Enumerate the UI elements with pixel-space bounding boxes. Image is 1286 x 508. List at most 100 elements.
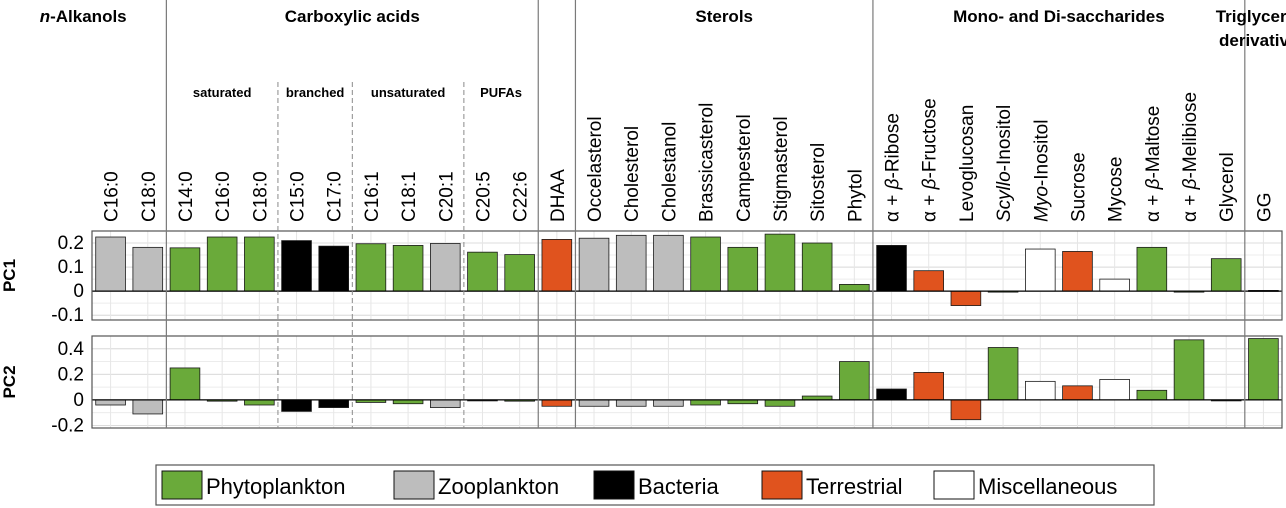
legend-label: Miscellaneous bbox=[978, 474, 1117, 499]
bar-pc2 bbox=[1025, 380, 1056, 401]
bar-pc2 bbox=[913, 372, 944, 401]
category-label: C18:0 bbox=[139, 171, 160, 222]
category-label: α + β-Fructose bbox=[920, 98, 941, 222]
bar-pc2 bbox=[615, 399, 647, 407]
panel-pc2: -0.2 0 0.2 0.4 PC2 bbox=[0, 335, 1283, 436]
y-tick-label: 0.2 bbox=[58, 364, 84, 385]
bar-pc1 bbox=[801, 242, 833, 292]
bar-pc1 bbox=[764, 233, 796, 292]
bar-pc1 bbox=[541, 239, 573, 292]
group-label: Triglyceride bbox=[1216, 7, 1286, 26]
bar-pc1 bbox=[355, 243, 387, 292]
category-label: Scyllo-Inositol bbox=[994, 105, 1015, 222]
subgroup-label: branched bbox=[286, 85, 345, 100]
legend-label: Phytoplankton bbox=[206, 474, 345, 499]
bar-pc1 bbox=[504, 254, 535, 292]
y-axis-label: PC2 bbox=[0, 365, 19, 398]
legend-label: Terrestrial bbox=[806, 474, 903, 499]
y-tick-label: 0.2 bbox=[58, 233, 84, 254]
bar-pc1 bbox=[1210, 258, 1242, 292]
bar-pc1 bbox=[1099, 278, 1130, 292]
bar-pc1 bbox=[615, 234, 647, 292]
category-label: Cholesterol bbox=[622, 126, 643, 222]
bar-pc2 bbox=[95, 399, 126, 406]
category-label: C17:0 bbox=[325, 171, 346, 222]
category-label: C20:1 bbox=[436, 171, 457, 222]
y-tick-label: -0.2 bbox=[51, 415, 84, 436]
legend-frame bbox=[155, 464, 1155, 506]
bar-pc2 bbox=[950, 399, 982, 421]
bar-pc1 bbox=[1025, 248, 1056, 292]
bar-pc1 bbox=[1062, 251, 1093, 292]
bar-pc2 bbox=[430, 399, 461, 408]
group-label: Sterols bbox=[695, 7, 753, 26]
legend-swatch bbox=[161, 470, 203, 500]
category-label: C16:0 bbox=[102, 171, 123, 222]
category-label: Sitosterol bbox=[808, 143, 829, 222]
category-label: Mycose bbox=[1106, 157, 1127, 222]
bar-pc1 bbox=[281, 240, 312, 292]
bar-pc2 bbox=[764, 399, 796, 407]
y-axis-label: PC1 bbox=[0, 259, 19, 292]
panel-pc1: -0.1 0 0.1 0.2 PC1 bbox=[0, 230, 1283, 326]
category-label: Phytol bbox=[845, 169, 866, 222]
bar-pc1 bbox=[839, 283, 870, 292]
bar-pc2 bbox=[653, 399, 684, 407]
category-label: C16:1 bbox=[362, 171, 383, 222]
category-label: Campesterol bbox=[734, 114, 755, 222]
category-label: Myo-Inositol bbox=[1031, 120, 1052, 222]
bar-pc2 bbox=[1173, 339, 1205, 401]
bar-pc1 bbox=[727, 246, 759, 292]
category-label: C22:6 bbox=[511, 171, 532, 222]
group-label: Mono- and Di-saccharides bbox=[953, 7, 1165, 26]
category-label: Levoglucosan bbox=[957, 105, 978, 222]
bar-pc2 bbox=[318, 399, 349, 408]
category-label: α + β-Ribose bbox=[883, 113, 904, 222]
bar-pc1 bbox=[318, 245, 349, 292]
bar-pc2 bbox=[1248, 338, 1279, 401]
legend: Phytoplankton Zooplankton Bacteria Terrestr… bbox=[155, 464, 1155, 506]
bar-pc2 bbox=[244, 399, 275, 406]
y-tick-label: 0.1 bbox=[58, 257, 84, 278]
category-label: Stigmasterol bbox=[771, 116, 792, 222]
bar-pc1 bbox=[244, 236, 275, 292]
category-label: C15:0 bbox=[288, 171, 309, 222]
bar-pc1 bbox=[392, 245, 424, 292]
subgroup-label: PUFAs bbox=[480, 85, 522, 100]
subgroup-label: unsaturated bbox=[371, 85, 445, 100]
bar-pc1 bbox=[467, 251, 498, 292]
legend-swatch bbox=[761, 470, 803, 500]
group-label: n-Alkanols bbox=[40, 7, 127, 26]
bar-pc2 bbox=[876, 388, 907, 401]
category-label: Occelasterol bbox=[585, 116, 606, 222]
category-label: Brassicasterol bbox=[697, 103, 718, 222]
legend-swatch bbox=[393, 470, 435, 500]
category-label: GG bbox=[1254, 192, 1275, 222]
legend-swatch bbox=[593, 470, 635, 500]
category-label: α + β-Maltose bbox=[1143, 106, 1164, 222]
y-tick-label: 0.4 bbox=[58, 339, 85, 360]
category-label: C18:0 bbox=[250, 171, 271, 222]
y-tick-label: 0 bbox=[73, 390, 84, 411]
bar-pc2 bbox=[987, 347, 1019, 401]
bar-pc2 bbox=[1136, 389, 1168, 401]
y-tick-label: 0 bbox=[73, 281, 84, 302]
bar-pc1 bbox=[876, 245, 907, 292]
panel-frame bbox=[91, 335, 1283, 429]
bar-pc1 bbox=[950, 290, 982, 306]
category-label: C20:5 bbox=[473, 171, 494, 222]
bar-pc1 bbox=[913, 270, 944, 292]
bar-pc1 bbox=[206, 236, 238, 292]
category-label: C14:0 bbox=[176, 171, 197, 222]
bar-pc2 bbox=[169, 367, 201, 401]
subgroup-label: saturated bbox=[193, 85, 252, 100]
bar-pc1 bbox=[132, 246, 164, 292]
category-label: C18:1 bbox=[399, 171, 420, 222]
bar-pc2 bbox=[1062, 385, 1093, 401]
bar-pc2 bbox=[281, 399, 312, 412]
bar-pc2 bbox=[690, 399, 721, 406]
bar-pc1 bbox=[169, 247, 201, 292]
category-label: Sucrose bbox=[1068, 152, 1089, 222]
bar-pc1 bbox=[1136, 246, 1168, 292]
